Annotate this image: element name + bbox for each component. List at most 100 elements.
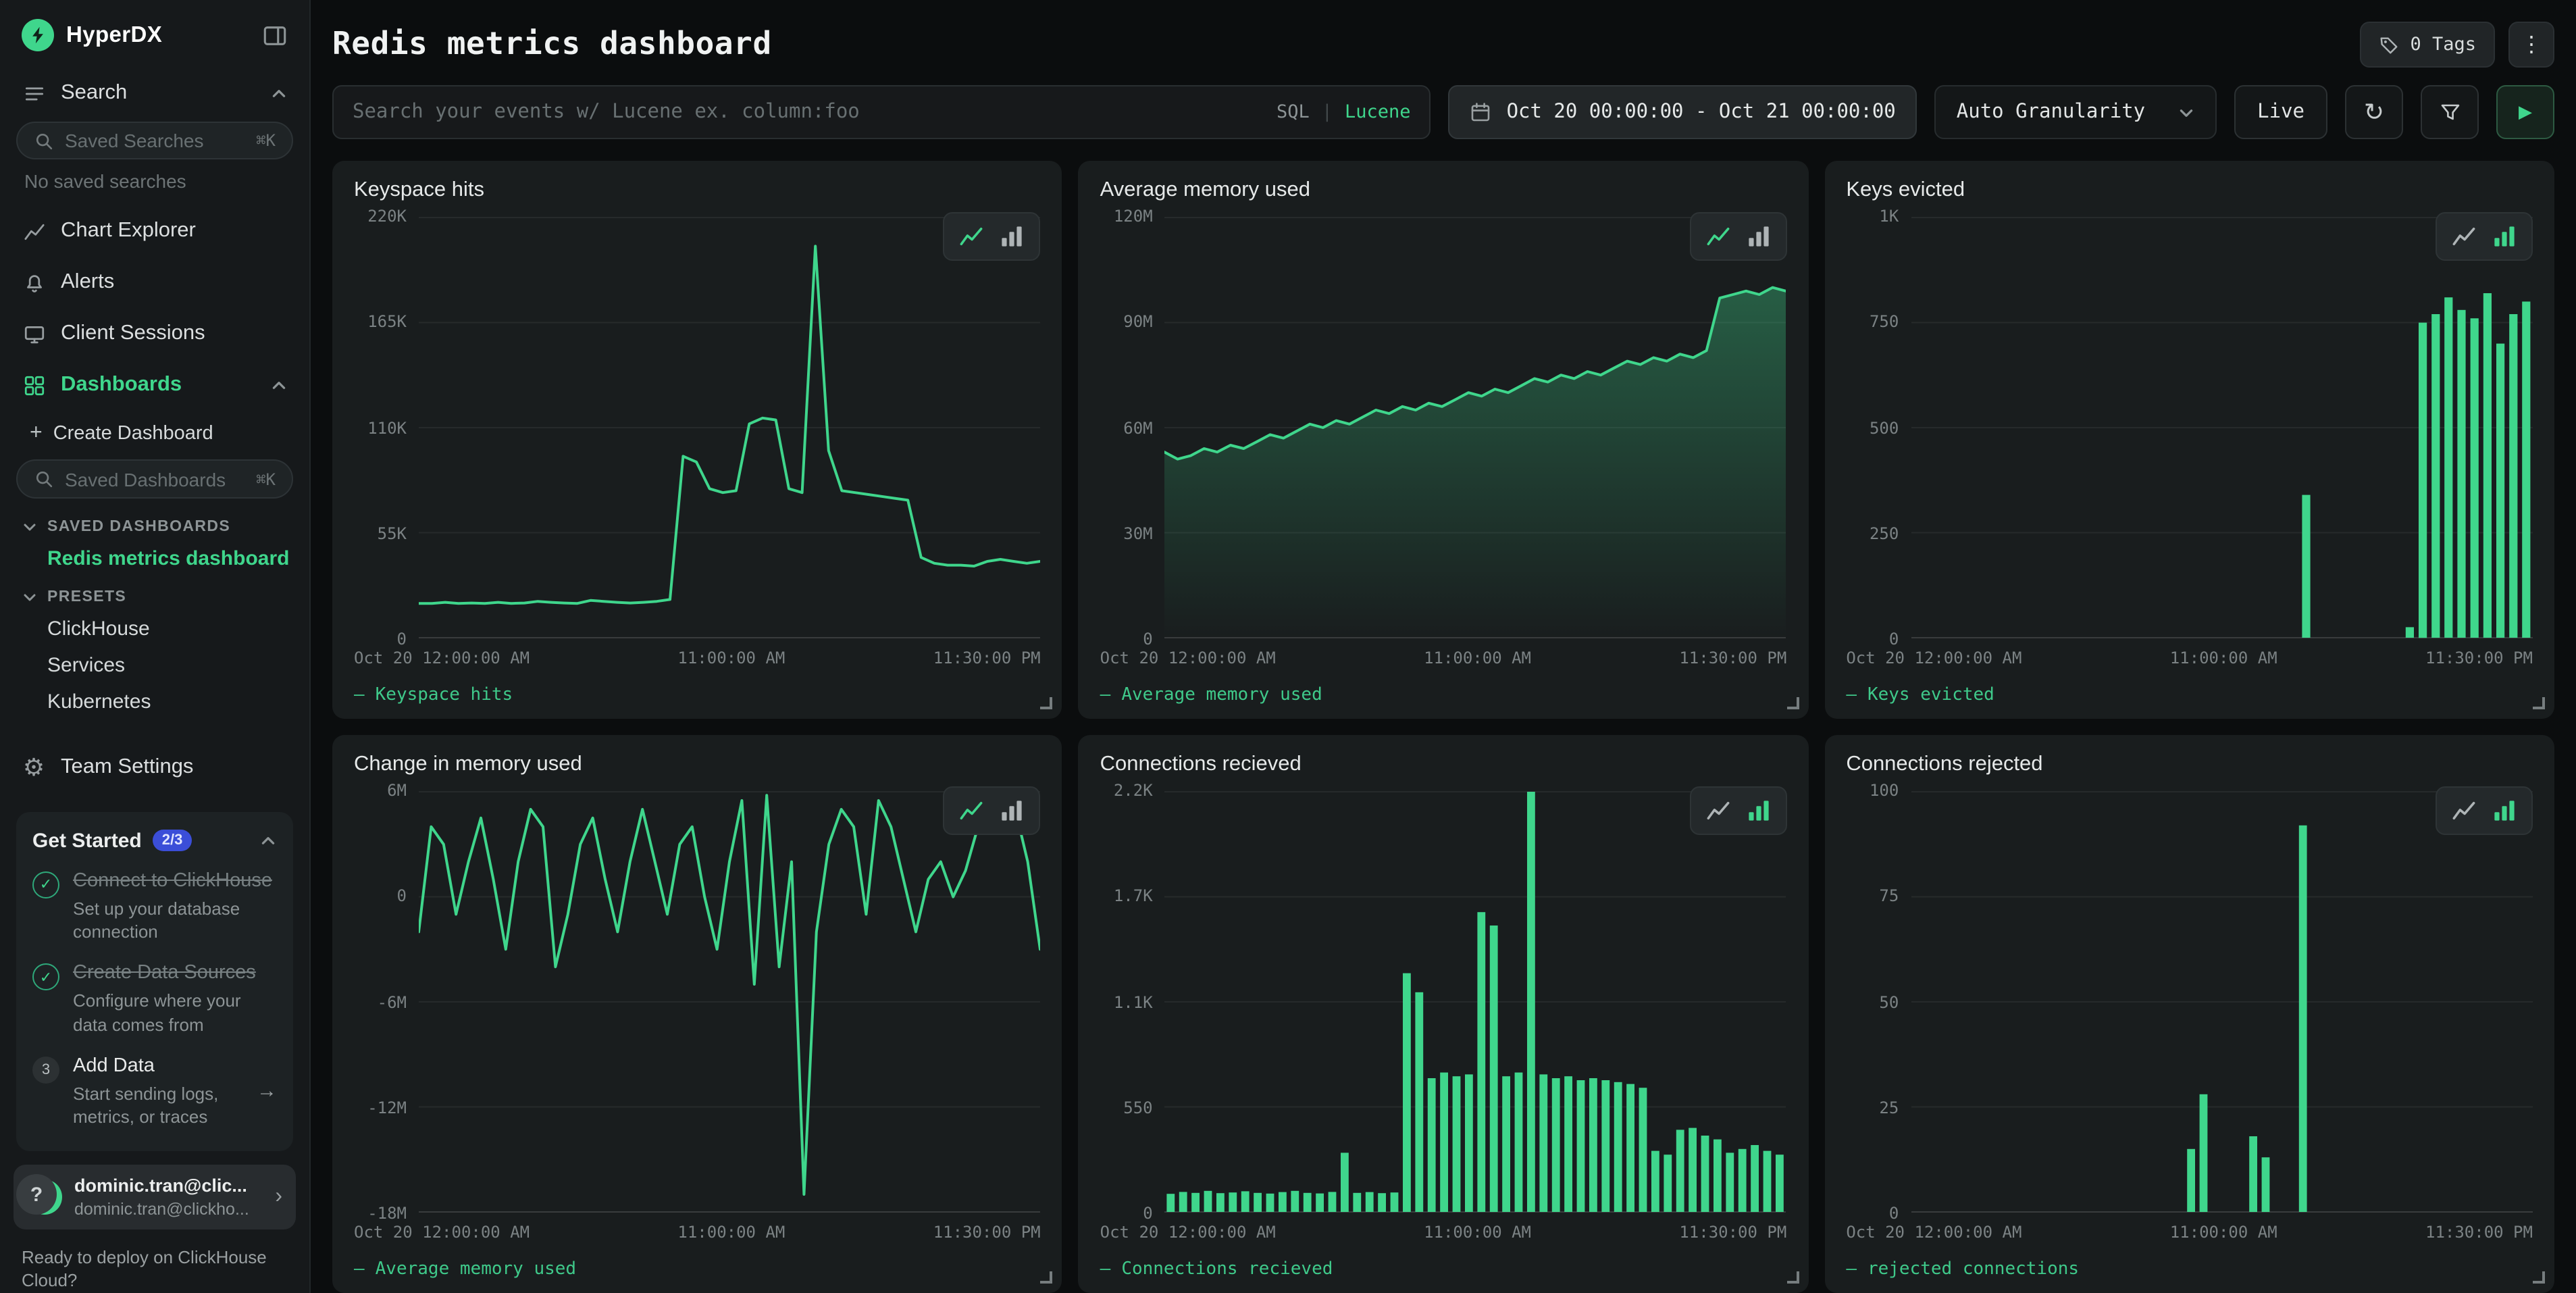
chevron-up-icon[interactable] xyxy=(259,832,277,850)
resize-handle[interactable] xyxy=(1786,1271,1799,1284)
sidebar-item-preset-services[interactable]: Services xyxy=(0,647,309,684)
plot-area xyxy=(1165,790,1787,1213)
sidebar-item-team-settings[interactable]: ⚙ Team Settings xyxy=(0,742,309,793)
check-circle-icon: ✓ xyxy=(32,871,59,898)
bar-chart-icon[interactable] xyxy=(2492,224,2517,249)
more-options-button[interactable]: ⋮ xyxy=(2508,22,2554,68)
refresh-button[interactable]: ↻ xyxy=(2345,85,2403,139)
chart-card: Average memory used030M60M90M120MOct 20 … xyxy=(1079,161,1809,719)
funnel-icon xyxy=(2439,101,2461,123)
chevron-down-icon xyxy=(22,589,38,605)
event-search[interactable]: SQL | Lucene xyxy=(332,85,1431,139)
create-dashboard-button[interactable]: + Create Dashboard xyxy=(0,411,309,457)
chart-area: 02505007501K xyxy=(1846,216,2533,639)
resize-handle[interactable] xyxy=(1041,1271,1053,1284)
y-axis: 02505007501K xyxy=(1846,216,1911,639)
chart-area: 0255075100 xyxy=(1846,790,2533,1213)
x-tick-label: 11:30:00 PM xyxy=(2425,1223,2533,1242)
sidebar-item-label: Client Sessions xyxy=(61,322,205,347)
search-icon xyxy=(34,130,54,151)
saved-dashboards-search[interactable]: ⌘K xyxy=(16,460,293,499)
event-search-input[interactable] xyxy=(353,101,1263,123)
get-started-step-connect[interactable]: ✓ Connect to ClickHouse Set up your data… xyxy=(32,869,277,944)
help-button[interactable]: ? xyxy=(16,1174,57,1215)
x-tick-label: 11:30:00 PM xyxy=(933,649,1041,667)
line-chart-icon[interactable] xyxy=(960,224,984,249)
chart-card: Connections recieved05501.1K1.7K2.2KOct … xyxy=(1079,735,1809,1293)
bar-chart-icon[interactable] xyxy=(1000,798,1025,823)
sidebar-item-redis-dashboard[interactable]: Redis metrics dashboard xyxy=(0,540,309,577)
chart-type-toggle[interactable] xyxy=(2436,212,2533,261)
chart-canvas xyxy=(1911,216,2532,639)
bar-chart-icon[interactable] xyxy=(1000,224,1025,249)
bar-chart-icon[interactable] xyxy=(1746,224,1770,249)
hyperdx-logo[interactable] xyxy=(22,19,54,51)
get-started-step-add-data[interactable]: 3 Add Data Start sending logs, metrics, … xyxy=(32,1053,277,1128)
monitor-icon xyxy=(22,323,46,346)
date-range-picker[interactable]: Oct 20 00:00:00 - Oct 21 00:00:00 xyxy=(1449,85,1917,139)
get-started-step-sources[interactable]: ✓ Create Data Sources Configure where yo… xyxy=(32,961,277,1036)
chart-canvas xyxy=(1165,216,1786,639)
legend-dash: — xyxy=(1100,685,1111,705)
chart-legend: —Keys evicted xyxy=(1846,685,2533,705)
chart-area: 030M60M90M120M xyxy=(1100,216,1787,639)
chart-legend: —rejected connections xyxy=(1846,1259,2533,1279)
filters-button[interactable] xyxy=(2421,85,2479,139)
chart-type-toggle[interactable] xyxy=(1689,786,1786,835)
get-started-title: Get Started xyxy=(32,830,142,853)
bar-chart-icon[interactable] xyxy=(2492,798,2517,823)
x-tick-label: 11:30:00 PM xyxy=(933,1223,1041,1242)
x-axis: Oct 20 12:00:00 AM11:00:00 AM11:30:00 PM xyxy=(1846,649,2533,667)
chevron-up-icon[interactable] xyxy=(270,377,288,395)
resize-handle[interactable] xyxy=(2533,697,2545,709)
get-started-header[interactable]: Get Started 2/3 xyxy=(32,830,277,853)
bar-chart-icon[interactable] xyxy=(1746,798,1770,823)
sidebar-item-chart-explorer[interactable]: Chart Explorer xyxy=(0,206,309,257)
resize-handle[interactable] xyxy=(2533,1271,2545,1284)
chevron-up-icon[interactable] xyxy=(270,84,288,102)
sql-toggle[interactable]: SQL xyxy=(1277,101,1310,123)
calendar-icon xyxy=(1470,101,1492,123)
sidebar-item-alerts[interactable]: Alerts xyxy=(0,257,309,309)
saved-dashboards-heading[interactable]: SAVED DASHBOARDS xyxy=(0,507,309,540)
saved-searches-search[interactable]: ⌘K xyxy=(16,122,293,160)
lucene-toggle[interactable]: Lucene xyxy=(1345,101,1411,123)
get-started-card: Get Started 2/3 ✓ Connect to ClickHouse … xyxy=(16,812,293,1152)
chart-type-toggle[interactable] xyxy=(1689,212,1786,261)
chart-title: Change in memory used xyxy=(354,753,1041,777)
legend-label: Average memory used xyxy=(376,1259,576,1279)
line-chart-icon[interactable] xyxy=(2452,798,2476,823)
x-tick-label: 11:00:00 AM xyxy=(2170,1223,2277,1242)
line-chart-icon[interactable] xyxy=(1705,224,1730,249)
chart-type-toggle[interactable] xyxy=(944,786,1041,835)
sidebar-item-client-sessions[interactable]: Client Sessions xyxy=(0,309,309,360)
resize-handle[interactable] xyxy=(1786,697,1799,709)
chart-type-toggle[interactable] xyxy=(2436,786,2533,835)
chart-area: 055K110K165K220K xyxy=(354,216,1041,639)
sidebar-item-preset-kubernetes[interactable]: Kubernetes xyxy=(0,684,309,720)
y-axis: 05501.1K1.7K2.2K xyxy=(1100,790,1165,1213)
sidebar-item-dashboards[interactable]: Dashboards xyxy=(0,360,309,411)
line-chart-icon[interactable] xyxy=(1705,798,1730,823)
live-button[interactable]: Live xyxy=(2234,85,2327,139)
collapse-sidebar-icon[interactable] xyxy=(262,22,288,48)
chart-type-toggle[interactable] xyxy=(944,212,1041,261)
saved-dashboards-input[interactable] xyxy=(65,468,245,490)
sidebar-item-label: Chart Explorer xyxy=(61,220,196,244)
sidebar-item-search[interactable]: Search xyxy=(0,68,309,119)
line-chart-icon[interactable] xyxy=(2452,224,2476,249)
line-chart-icon[interactable] xyxy=(960,798,984,823)
query-language-toggle: SQL | Lucene xyxy=(1277,101,1411,123)
sidebar-item-preset-clickhouse[interactable]: ClickHouse xyxy=(0,611,309,647)
tags-button[interactable]: 0 Tags xyxy=(2360,22,2495,68)
refresh-icon: ↻ xyxy=(2364,98,2384,126)
presets-heading[interactable]: PRESETS xyxy=(0,577,309,611)
plot-area xyxy=(419,216,1041,639)
deploy-banner[interactable]: Ready to deploy on ClickHouse Cloud? xyxy=(0,1229,309,1293)
granularity-select[interactable]: Auto Granularity xyxy=(1935,85,2217,139)
chart-legend: —Average memory used xyxy=(354,1259,1041,1279)
run-query-button[interactable]: ▶ xyxy=(2496,85,2554,139)
saved-searches-input[interactable] xyxy=(65,130,245,151)
y-tick-label: -18M xyxy=(367,1204,407,1223)
resize-handle[interactable] xyxy=(1041,697,1053,709)
